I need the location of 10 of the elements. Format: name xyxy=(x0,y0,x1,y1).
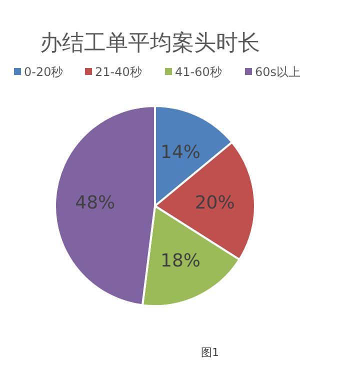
chart-title: 办结工单平均案头时长 xyxy=(40,31,260,56)
data-label: 48% xyxy=(75,192,116,214)
legend-label: 60s以上 xyxy=(255,65,301,79)
data-label: 14% xyxy=(160,142,201,164)
data-label: 20% xyxy=(194,192,235,214)
data-label: 18% xyxy=(160,250,201,272)
legend-label: 21-40秒 xyxy=(95,65,142,79)
caption: 图1 xyxy=(201,346,219,359)
legend-label: 41-60秒 xyxy=(175,65,222,79)
legend-label: 0-20秒 xyxy=(24,65,64,79)
